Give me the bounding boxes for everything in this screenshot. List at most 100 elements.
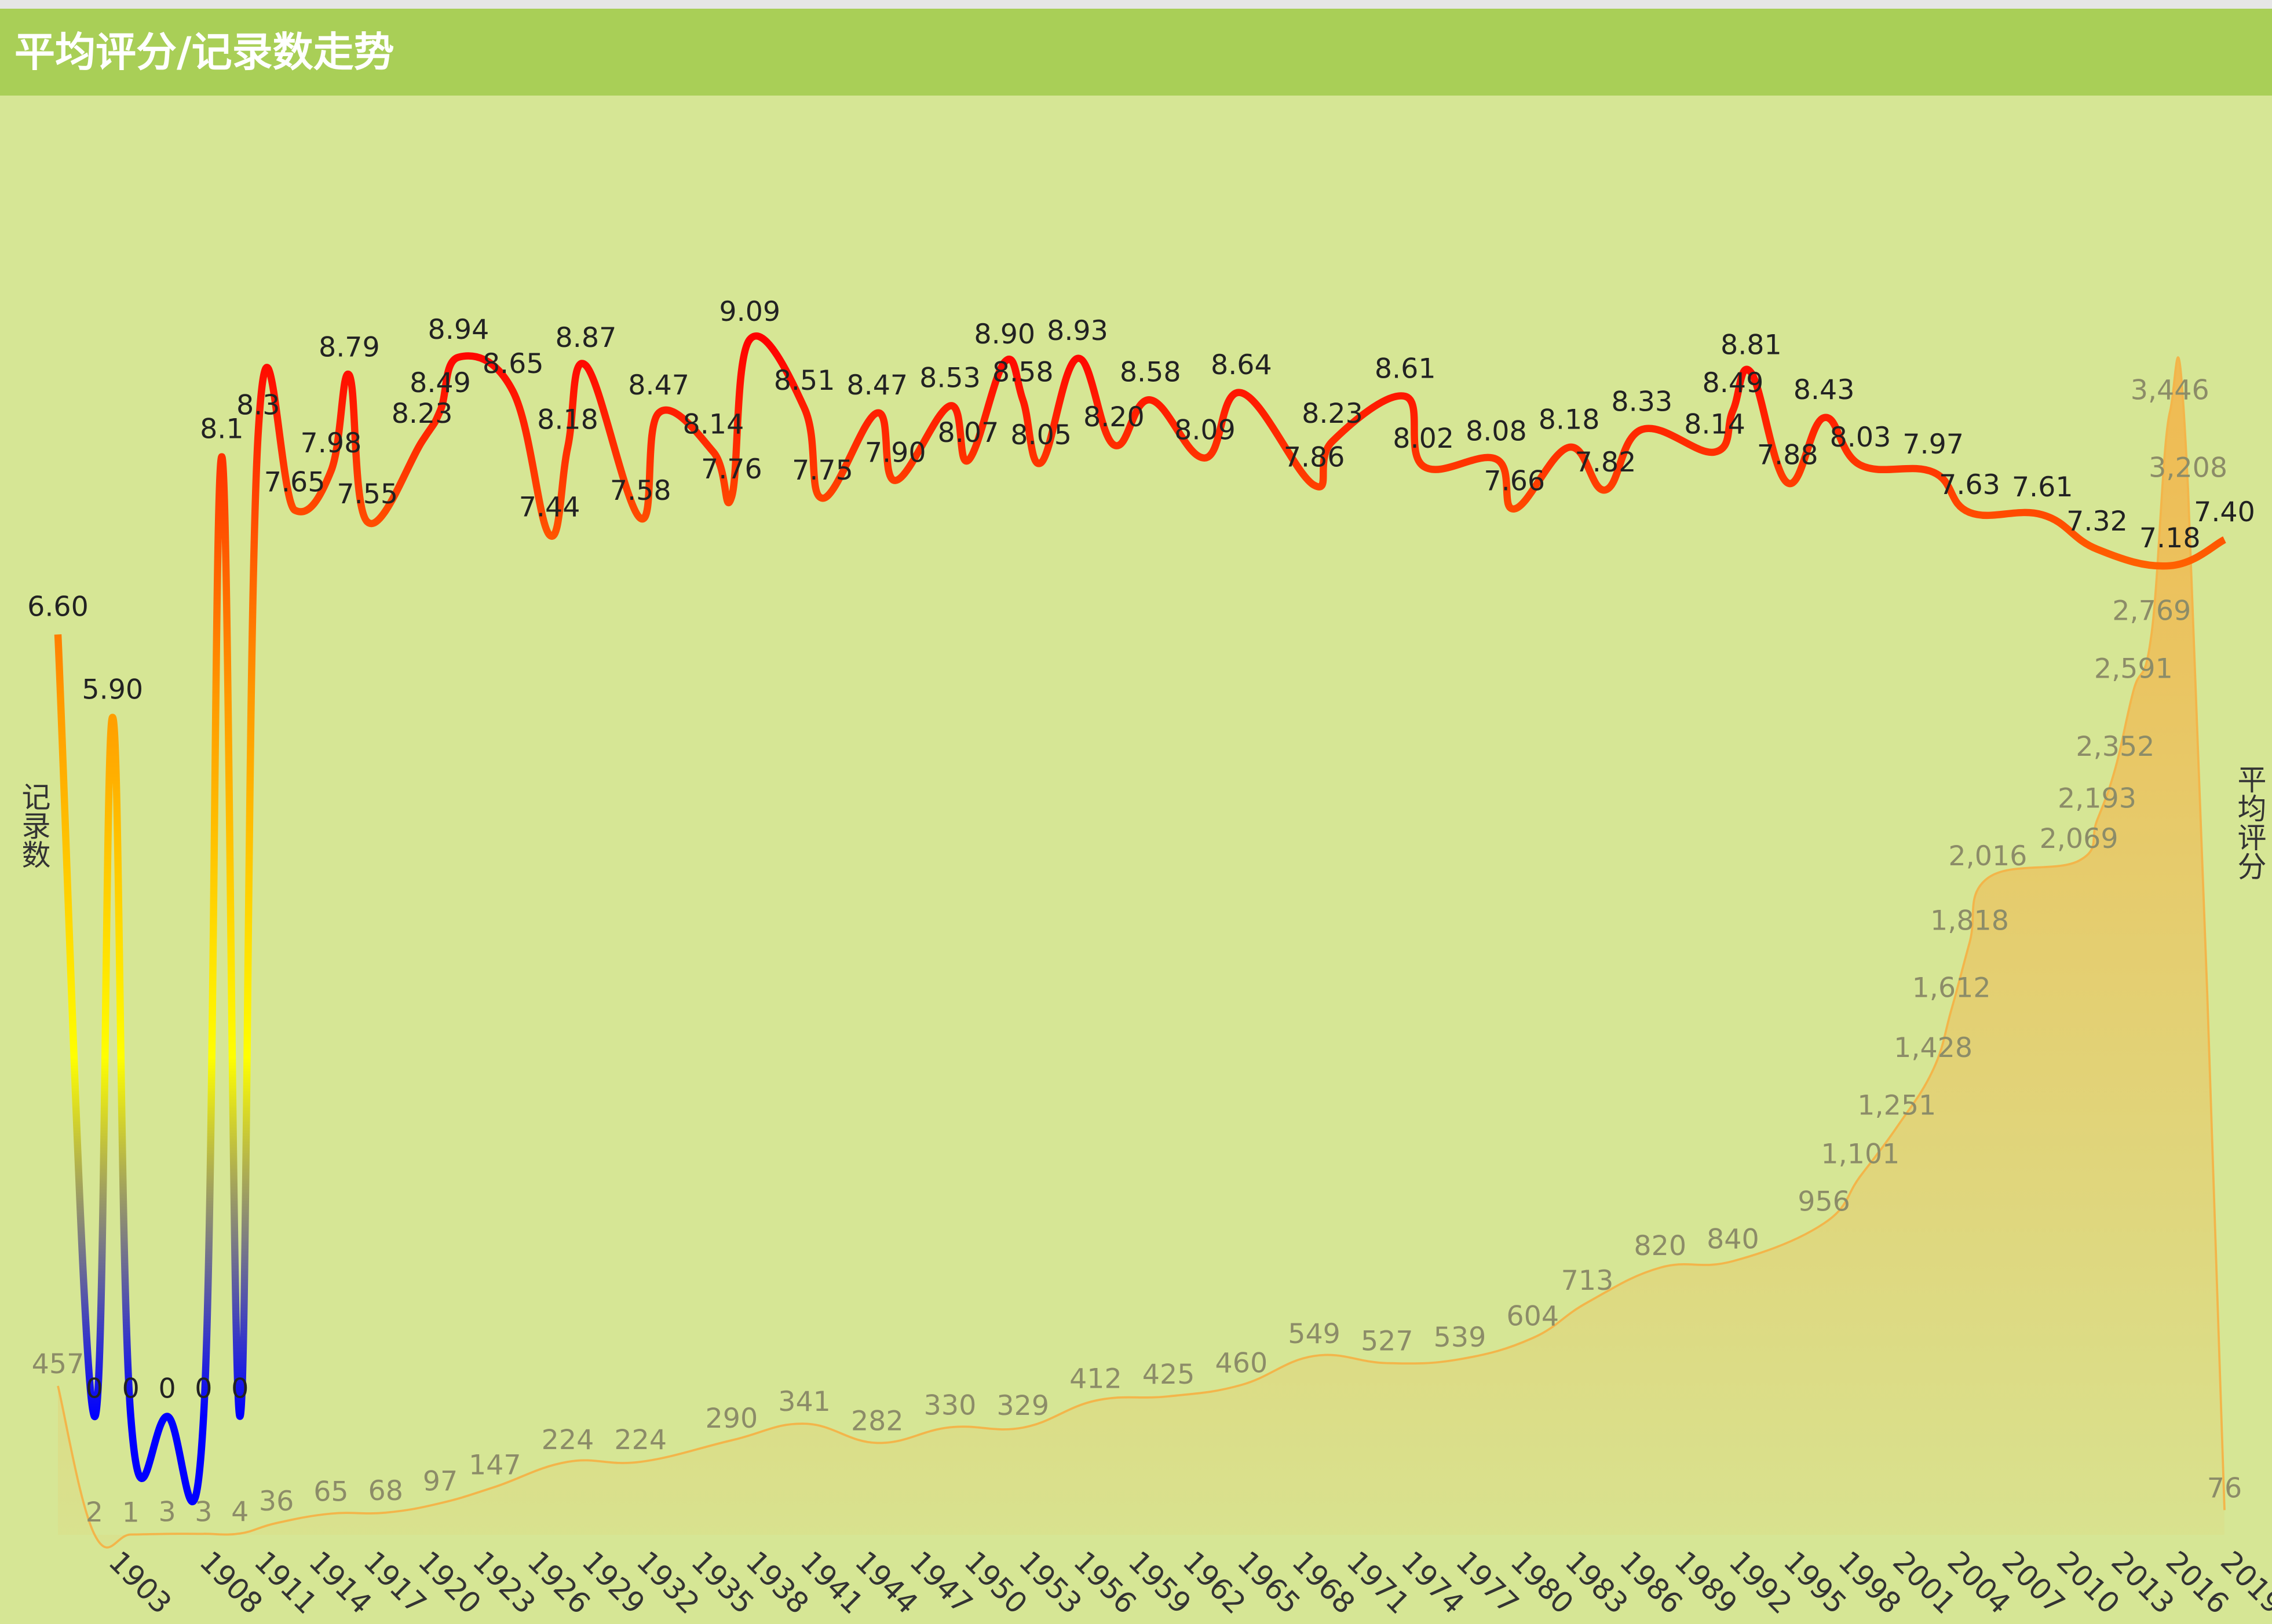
count-label: 68 (368, 1475, 403, 1507)
count-label: 457 (32, 1348, 85, 1380)
rating-label: 0 (122, 1373, 140, 1404)
rating-label: 8.64 (1211, 349, 1272, 381)
rating-label: 7.61 (2012, 471, 2073, 503)
rating-label: 8.08 (1466, 416, 1527, 448)
rating-label: 8.90 (974, 319, 1035, 350)
y-axis-title: 记录数 (17, 782, 51, 869)
count-label: 2,069 (2040, 823, 2118, 855)
rating-label: 8.23 (1302, 398, 1363, 430)
rating-label: 7.66 (1484, 466, 1545, 498)
rating-label: 8.47 (628, 370, 689, 401)
rating-label: 7.82 (1575, 447, 1637, 478)
count-label: 290 (706, 1403, 758, 1435)
y2-axis-title: 平均评分 (2233, 765, 2267, 880)
rating-label: 0 (86, 1373, 103, 1404)
rating-label: 8.1 (200, 414, 244, 445)
count-label: 3 (158, 1496, 176, 1528)
count-label: 76 (2207, 1472, 2242, 1504)
rating-label: 8.51 (774, 365, 835, 397)
rating-line (54, 332, 2226, 1505)
rating-label: 8.49 (410, 367, 471, 399)
rating-label: 7.88 (1757, 440, 1818, 471)
rating-label: 7.76 (701, 453, 762, 485)
count-label: 2,352 (2076, 731, 2154, 763)
rating-label: 6.60 (27, 591, 89, 623)
count-label: 3 (195, 1496, 212, 1528)
rating-label: 7.63 (1939, 469, 2000, 501)
count-label: 1,818 (1930, 905, 2009, 937)
rating-label: 8.33 (1611, 386, 1672, 418)
rating-label: 8.61 (1375, 353, 1436, 385)
count-label: 2,591 (2094, 653, 2173, 685)
count-label: 527 (1361, 1326, 1413, 1358)
rating-label: 8.53 (919, 363, 981, 394)
count-label: 97 (423, 1465, 458, 1497)
count-label: 4 (231, 1496, 249, 1528)
rating-label: 8.14 (683, 408, 744, 440)
count-label: 224 (542, 1424, 594, 1456)
top-strip (0, 0, 2272, 9)
count-label: 2,016 (1948, 840, 2027, 872)
count-label: 224 (614, 1424, 667, 1456)
rating-label: 5.90 (82, 674, 143, 706)
rating-label: 8.81 (1721, 329, 1782, 361)
rating-label: 7.97 (1902, 429, 1964, 460)
count-label: 1 (122, 1497, 140, 1528)
rating-label: 0 (231, 1373, 249, 1404)
count-line (57, 356, 2226, 1549)
chart-title: 平均评分/记录数走势 (14, 28, 395, 76)
rating-label: 8.14 (1684, 408, 1745, 440)
count-label: 539 (1434, 1322, 1486, 1354)
count-area (58, 357, 2224, 1548)
rating-label: 8.58 (992, 356, 1054, 388)
count-label: 840 (1707, 1224, 1759, 1256)
count-label: 341 (778, 1386, 831, 1418)
count-label: 2,193 (2058, 782, 2136, 814)
rating-label: 0 (158, 1373, 176, 1404)
count-label: 460 (1215, 1347, 1268, 1379)
count-label: 36 (259, 1486, 294, 1517)
rating-label: 7.18 (2139, 522, 2201, 554)
count-label: 1,101 (1821, 1139, 1900, 1171)
count-label: 956 (1798, 1186, 1850, 1217)
rating-label: 8.20 (1083, 401, 1145, 433)
rating-label: 8.23 (392, 398, 453, 430)
rating-label: 8.07 (938, 417, 999, 449)
count-label: 713 (1561, 1265, 1614, 1297)
rating-label: 0 (195, 1373, 212, 1404)
rating-label: 8.65 (483, 348, 544, 380)
count-label: 820 (1634, 1230, 1686, 1262)
rating-label: 8.02 (1393, 423, 1454, 455)
rating-label: 8.87 (556, 322, 617, 354)
rating-label: 8.79 (319, 332, 380, 364)
count-label: 147 (469, 1449, 521, 1481)
rating-label: 7.44 (519, 492, 580, 524)
rating-label: 8.49 (1703, 367, 1764, 399)
count-label: 1,251 (1857, 1089, 1936, 1121)
count-label: 604 (1506, 1300, 1559, 1332)
rating-label: 8.18 (537, 404, 598, 436)
count-label: 329 (996, 1390, 1049, 1422)
rating-label: 8.3 (236, 390, 280, 422)
count-label: 3,208 (2149, 452, 2227, 484)
rating-label: 7.55 (337, 478, 398, 510)
rating-label: 8.03 (1830, 422, 1891, 453)
rating-label: 8.93 (1047, 315, 1108, 347)
rating-label: 8.58 (1120, 356, 1181, 388)
count-label: 330 (924, 1389, 977, 1421)
rating-label: 8.18 (1539, 404, 1600, 436)
count-label: 2,769 (2112, 595, 2191, 627)
rating-label: 8.43 (1794, 374, 1855, 406)
count-label: 65 (313, 1476, 348, 1508)
rating-label: 9.09 (719, 296, 780, 328)
count-label: 412 (1069, 1363, 1122, 1395)
count-label: 549 (1288, 1318, 1340, 1350)
rating-label: 7.86 (1284, 442, 1345, 474)
rating-label: 7.32 (2066, 506, 2128, 537)
rating-label: 7.98 (301, 427, 362, 459)
count-label: 1,428 (1894, 1032, 1973, 1064)
rating-label: 8.47 (846, 370, 908, 401)
count-label: 425 (1142, 1359, 1195, 1391)
